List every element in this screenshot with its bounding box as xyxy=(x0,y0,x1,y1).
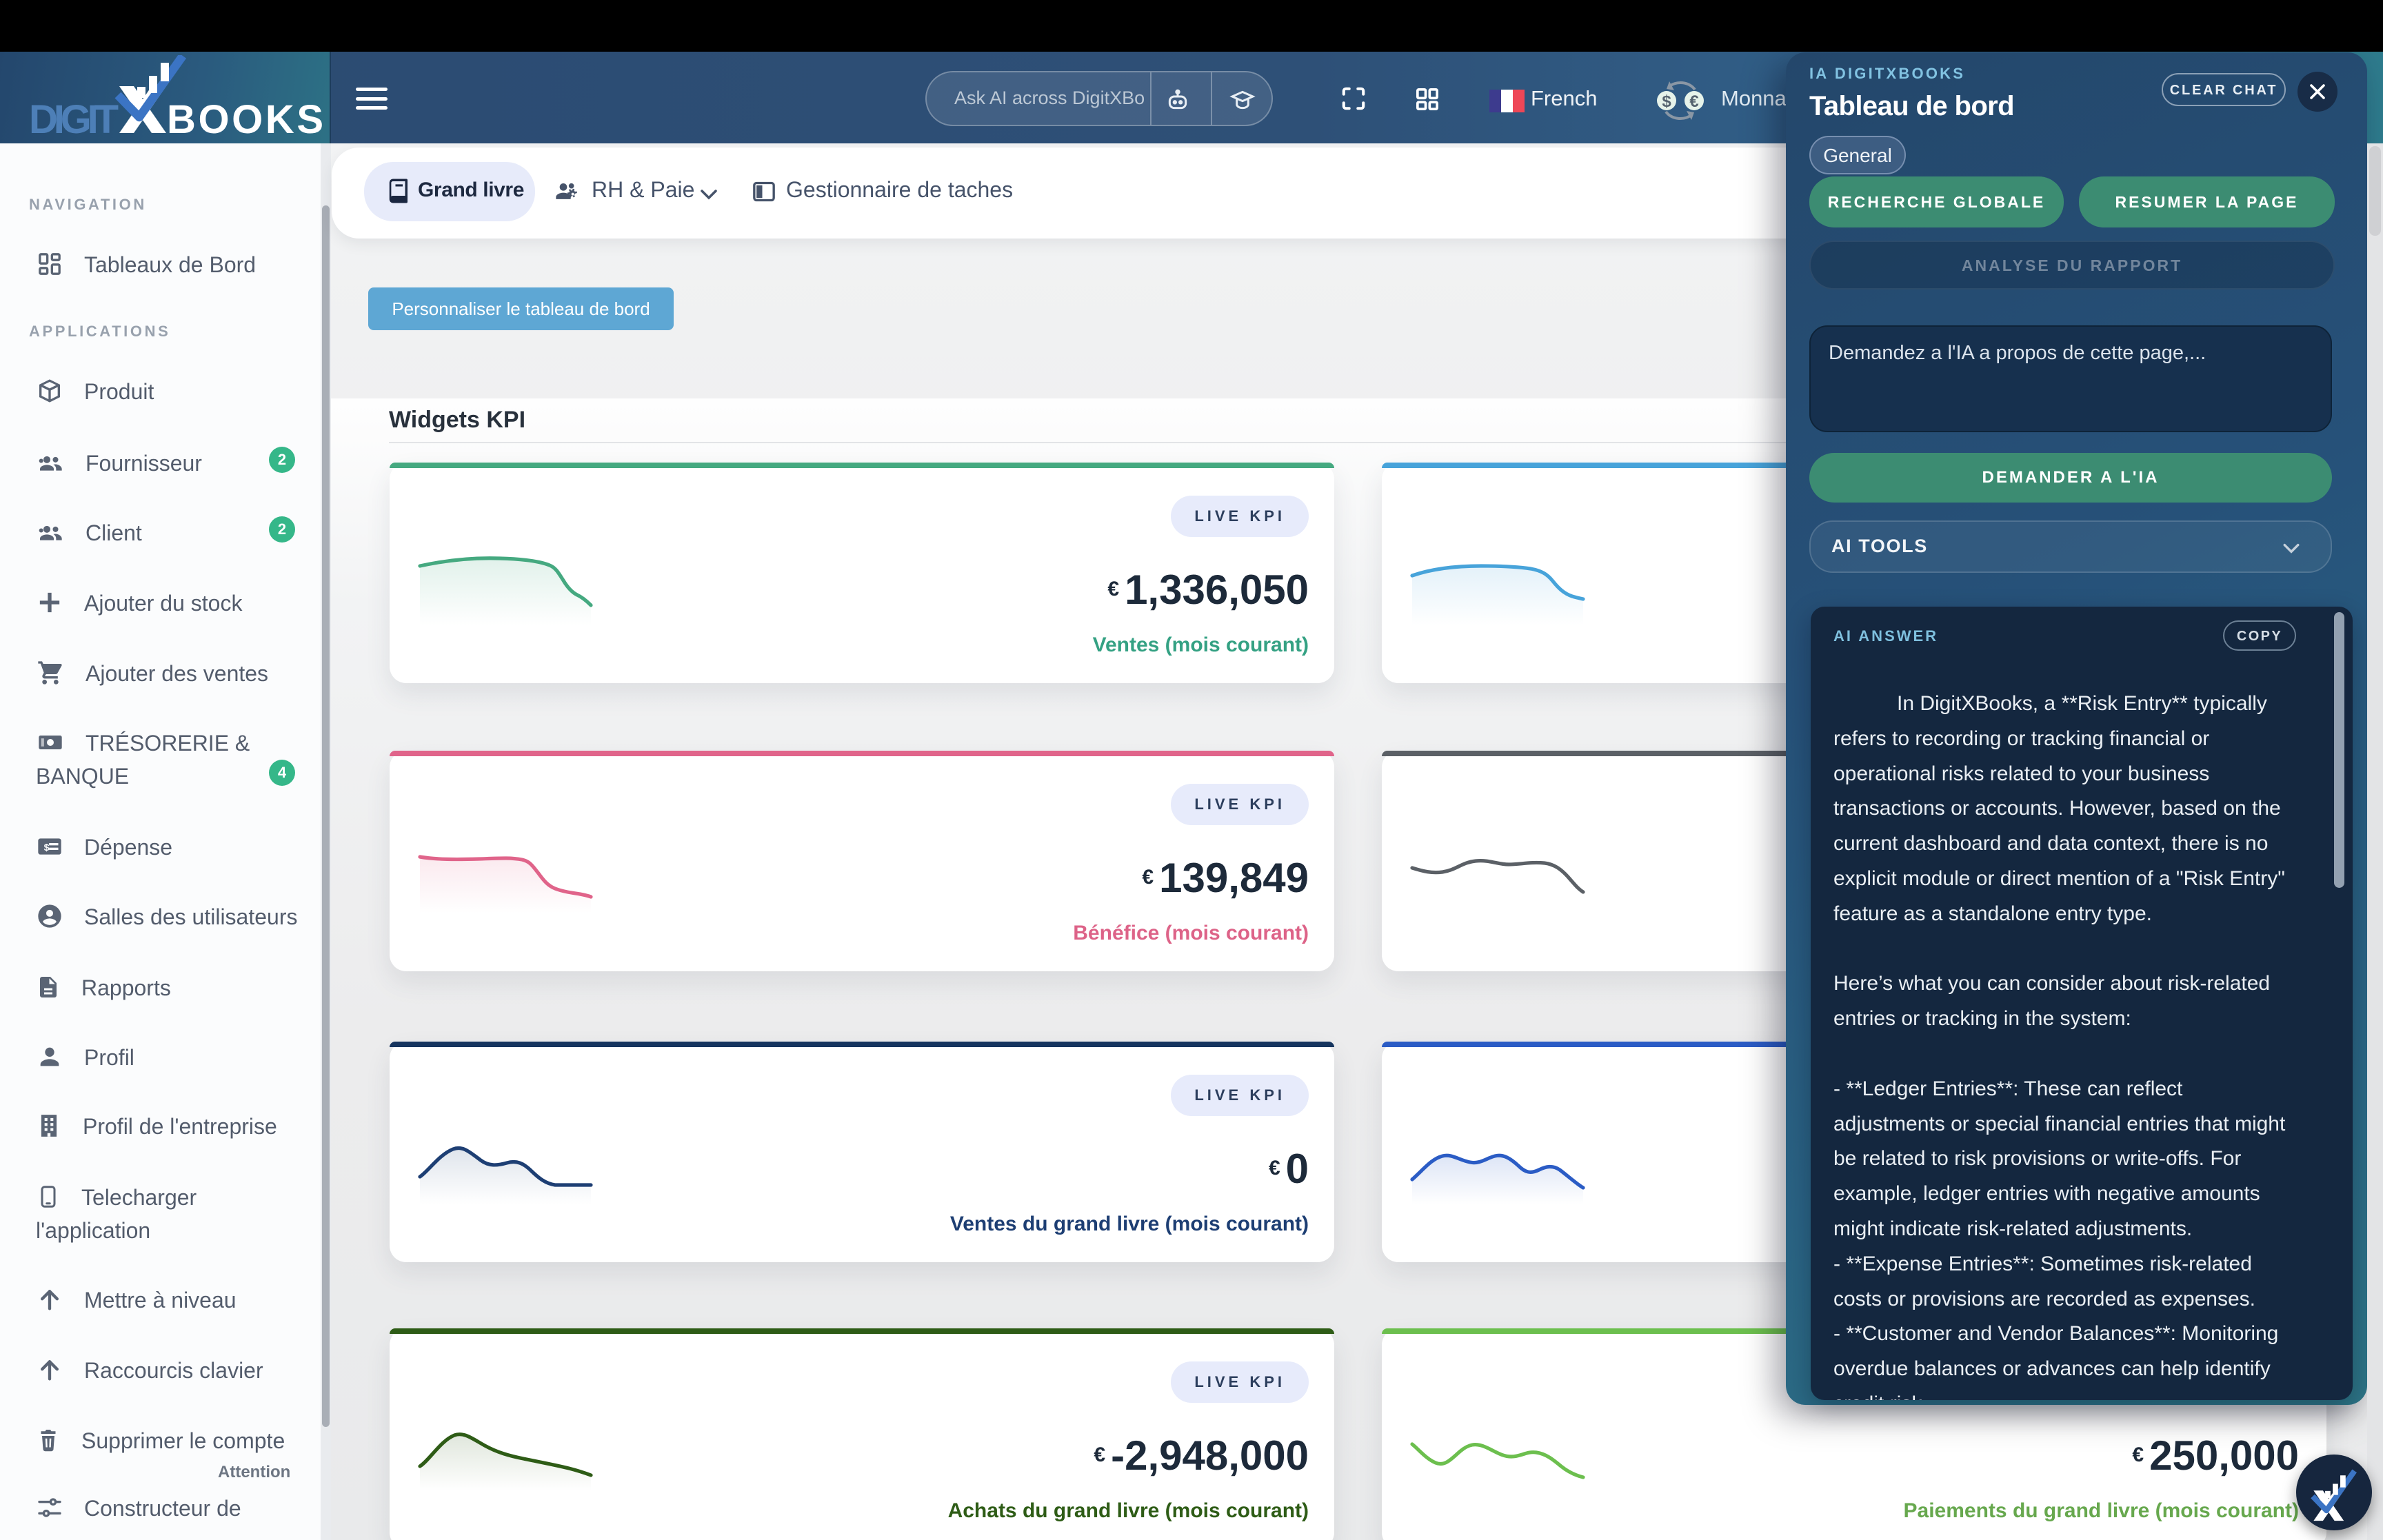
svg-text:$: $ xyxy=(44,842,50,853)
svg-text:DIGIT: DIGIT xyxy=(29,97,119,141)
svg-text:BOOKS: BOOKS xyxy=(167,97,323,141)
svg-text:$: $ xyxy=(1662,92,1671,111)
svg-text:€: € xyxy=(1689,92,1698,111)
